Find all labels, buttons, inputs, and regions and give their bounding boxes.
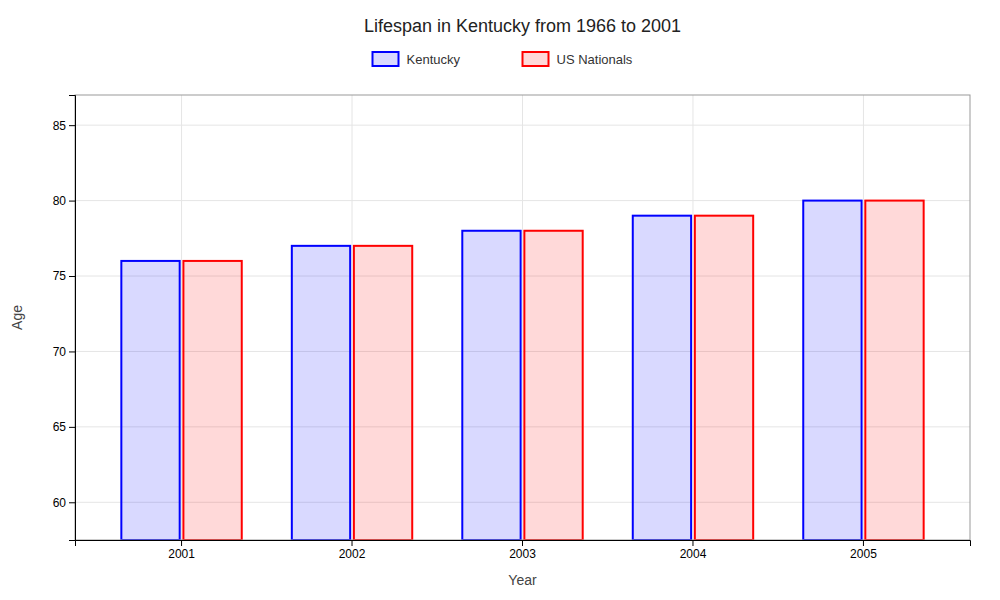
tick-label: 75 bbox=[53, 269, 67, 283]
tick-mark bbox=[69, 276, 75, 277]
tick-mark bbox=[69, 502, 75, 503]
tick-label: 2001 bbox=[168, 547, 195, 561]
bar bbox=[462, 231, 520, 540]
tick: 75 bbox=[53, 269, 75, 283]
tick-label: 65 bbox=[53, 420, 67, 434]
legend-swatch bbox=[373, 52, 399, 66]
bar bbox=[803, 201, 861, 540]
tick-label: 70 bbox=[53, 345, 67, 359]
tick-label: 60 bbox=[53, 496, 67, 510]
grid-line bbox=[692, 95, 693, 540]
tick-label: 80 bbox=[53, 194, 67, 208]
bar bbox=[865, 201, 923, 540]
tick: 2003 bbox=[509, 540, 536, 561]
y-axis: 60 65 70 75 80 85 bbox=[53, 96, 76, 541]
tick: 65 bbox=[53, 420, 75, 434]
tick-label: 2003 bbox=[509, 547, 536, 561]
y-axis-label: Age bbox=[9, 305, 25, 330]
tick: 2005 bbox=[850, 540, 877, 561]
tick-mark bbox=[352, 540, 353, 546]
bar bbox=[183, 261, 241, 540]
legend-item: US Nationals bbox=[523, 52, 633, 67]
tick: 85 bbox=[53, 119, 75, 133]
grid-line bbox=[863, 95, 864, 540]
tick-mark bbox=[69, 201, 75, 202]
legend-label: US Nationals bbox=[557, 52, 633, 67]
axis-line bbox=[76, 541, 971, 547]
tick-label: 2002 bbox=[339, 547, 366, 561]
tick: 2002 bbox=[339, 540, 366, 561]
bars bbox=[121, 201, 923, 540]
legend-item: Kentucky bbox=[373, 52, 461, 67]
bar bbox=[524, 231, 582, 540]
chart: 60 65 70 75 80 85 2001 2002 2003 2004 2005 Lifespan… bbox=[0, 0, 1000, 600]
x-axis-label: Year bbox=[508, 572, 537, 588]
bar bbox=[121, 261, 179, 540]
tick-label: 85 bbox=[53, 119, 67, 133]
tick-label: 2004 bbox=[680, 547, 707, 561]
legend: Kentucky US Nationals bbox=[373, 52, 633, 67]
tick: 60 bbox=[53, 496, 75, 510]
axis-line bbox=[69, 96, 76, 541]
tick: 80 bbox=[53, 194, 75, 208]
title: Lifespan in Kentucky from 1966 to 2001 bbox=[364, 16, 681, 36]
bar bbox=[354, 246, 412, 540]
tick-mark bbox=[522, 540, 523, 546]
tick: 2001 bbox=[168, 540, 195, 561]
grid-line bbox=[352, 95, 353, 540]
bar bbox=[695, 216, 753, 540]
tick-label: 2005 bbox=[850, 547, 877, 561]
bar bbox=[292, 246, 350, 540]
plot: 60 65 70 75 80 85 2001 2002 2003 2004 2005 bbox=[53, 95, 971, 561]
grid-line bbox=[181, 95, 182, 540]
plot-frame bbox=[75, 95, 970, 540]
tick-mark bbox=[69, 125, 75, 126]
tick-mark bbox=[69, 427, 75, 428]
bar bbox=[633, 216, 691, 540]
tick: 2004 bbox=[680, 540, 707, 561]
legend-label: Kentucky bbox=[407, 52, 461, 67]
grid-line bbox=[522, 95, 523, 540]
tick-mark bbox=[863, 540, 864, 546]
grid bbox=[75, 95, 970, 540]
tick-mark bbox=[69, 351, 75, 352]
tick: 70 bbox=[53, 345, 75, 359]
legend-swatch bbox=[523, 52, 549, 66]
tick-mark bbox=[692, 540, 693, 546]
x-axis: 2001 2002 2003 2004 2005 bbox=[76, 540, 971, 561]
tick-mark bbox=[181, 540, 182, 546]
